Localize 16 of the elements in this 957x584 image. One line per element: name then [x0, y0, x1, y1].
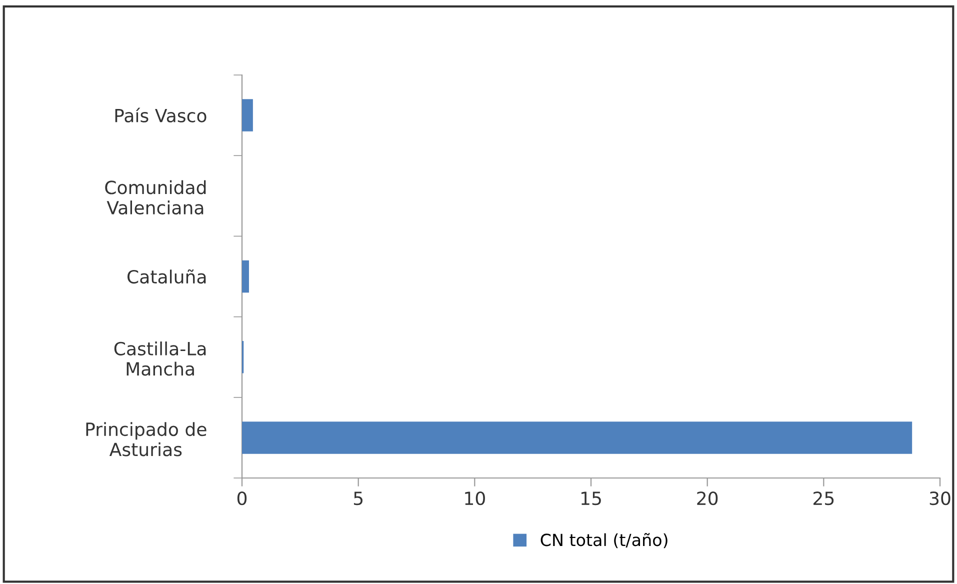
- x-tick-label: 25: [814, 492, 834, 506]
- bar: [242, 422, 912, 454]
- y-tick-label: Comunidad Valenciana: [105, 180, 206, 214]
- y-tick-label: País Vasco: [115, 108, 206, 122]
- legend-label: CN total (t/año): [540, 533, 668, 548]
- x-tick-label: 0: [237, 492, 247, 506]
- x-tick-label: 10: [465, 492, 485, 506]
- y-tick-label: Castilla-La Mancha: [114, 342, 206, 376]
- x-tick-label: 20: [697, 492, 718, 506]
- y-tick-label: Cataluña: [128, 269, 206, 284]
- y-tick-label: Principado de Asturias: [86, 422, 206, 456]
- x-tick-label: 30: [930, 492, 950, 506]
- bar: [242, 260, 249, 293]
- x-tick-label: 5: [354, 492, 362, 506]
- bar: [242, 99, 253, 132]
- x-tick-label: 15: [581, 492, 601, 506]
